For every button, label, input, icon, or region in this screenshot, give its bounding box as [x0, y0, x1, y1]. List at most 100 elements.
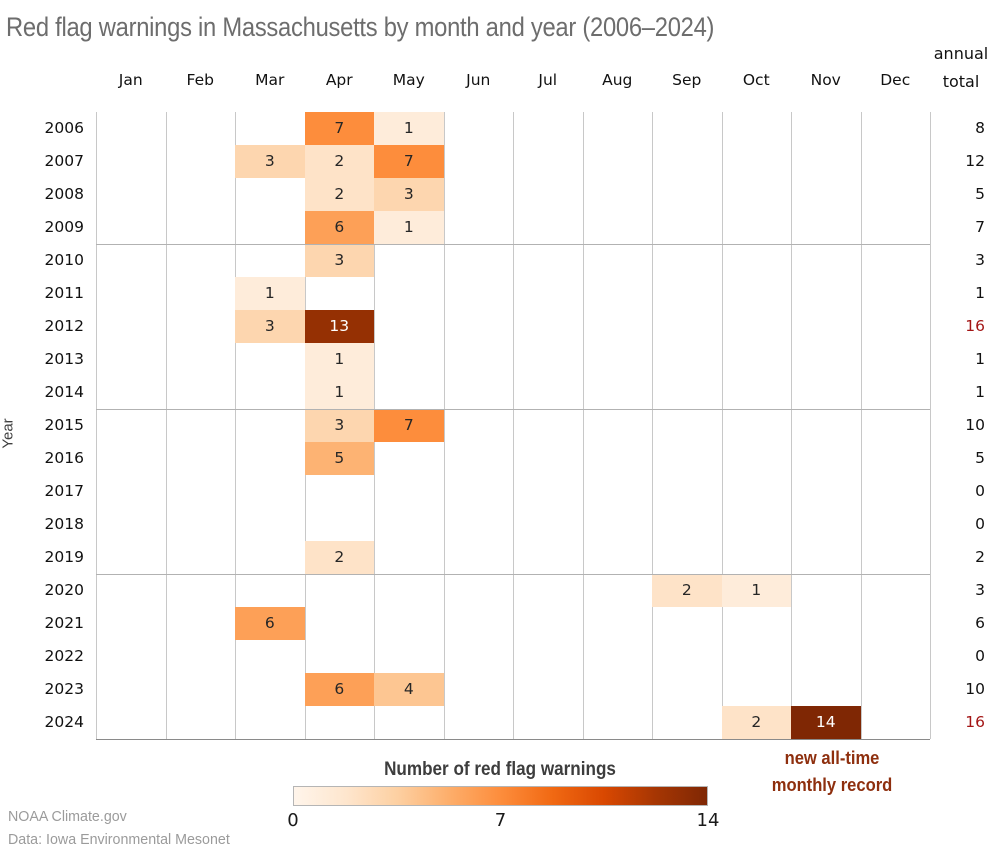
- annual-total-value: 3: [975, 251, 985, 269]
- gridline-vertical: [443, 112, 445, 739]
- year-label: 2017: [44, 482, 84, 500]
- gridline-vertical: [165, 112, 167, 739]
- month-header-label: Mar: [255, 71, 285, 89]
- year-group-separator: [96, 409, 930, 410]
- annual-total-value: 0: [975, 647, 985, 665]
- annual-total-value: 1: [975, 383, 985, 401]
- heatmap-cell-2015-may: 7: [374, 409, 444, 442]
- month-header-label: Jul: [538, 71, 558, 89]
- heatmap-cell-2010-apr: 3: [304, 244, 374, 277]
- year-label: 2011: [44, 284, 84, 302]
- heatmap-cell-2008-may: 3: [374, 178, 444, 211]
- heatmap-cell-2006-apr: 7: [304, 112, 374, 145]
- gridline-vertical: [513, 112, 514, 739]
- year-group-separator: [96, 574, 930, 575]
- annual-total-value: 3: [975, 581, 985, 599]
- month-header-label: May: [392, 71, 425, 89]
- month-header-label: Sep: [672, 71, 702, 89]
- annual-total-value: 16: [965, 713, 985, 731]
- year-label: 2015: [44, 416, 84, 434]
- chart-title: Red flag warnings in Massachusetts by mo…: [6, 12, 715, 42]
- year-label: 2013: [44, 350, 84, 368]
- gridline-vertical: [791, 112, 792, 739]
- heatmap-cell-2023-apr: 6: [304, 673, 374, 706]
- heatmap-cell-2011-mar: 1: [235, 277, 305, 310]
- heatmap-cell-2024-nov: 14: [791, 706, 861, 739]
- annual-total-value: 5: [975, 185, 985, 203]
- annual-total-value: 6: [975, 614, 985, 632]
- year-label: 2020: [44, 581, 84, 599]
- record-annotation-line2: monthly record: [771, 775, 893, 795]
- month-header-label: Jan: [118, 71, 143, 89]
- gridline-vertical: [860, 112, 862, 739]
- annual-total-value: 12: [965, 152, 985, 170]
- heatmap-cell-2007-mar: 3: [235, 145, 305, 178]
- legend-gradient-bar: [293, 786, 708, 806]
- month-header-label: Jun: [466, 71, 491, 89]
- year-label: 2010: [44, 251, 84, 269]
- heatmap-cell-2021-mar: 6: [235, 607, 305, 640]
- month-header-label: Nov: [810, 71, 841, 89]
- gridline-vertical: [652, 112, 653, 739]
- heatmap-cell-2012-apr: 13: [304, 310, 374, 343]
- year-label: 2024: [44, 713, 84, 731]
- annual-total-value: 5: [975, 449, 985, 467]
- heatmap-cell-2024-oct: 2: [721, 706, 791, 739]
- annual-total-header: annual total: [922, 40, 1000, 96]
- record-annotation: new all-time monthly record: [731, 745, 933, 799]
- month-header-label: Apr: [325, 71, 353, 89]
- annual-total-header-line2: total: [942, 72, 980, 91]
- year-label: 2021: [44, 614, 84, 632]
- year-label: 2007: [44, 152, 84, 170]
- annual-total-value: 10: [965, 416, 985, 434]
- heatmap-cell-2012-mar: 3: [235, 310, 305, 343]
- month-header-label: Oct: [742, 71, 770, 89]
- year-label: 2016: [44, 449, 84, 467]
- gridline-vertical: [721, 112, 723, 739]
- legend-title: Number of red flag warnings: [384, 759, 616, 780]
- x-axis-bottom-line: [96, 739, 930, 740]
- annual-total-value: 0: [975, 515, 985, 533]
- year-label: 2018: [44, 515, 84, 533]
- annual-total-value: 2: [975, 548, 985, 566]
- annual-total-value: 1: [975, 350, 985, 368]
- source-credit: NOAA Climate.gov: [8, 808, 127, 825]
- heatmap-cell-2007-apr: 2: [304, 145, 374, 178]
- year-label: 2009: [44, 218, 84, 236]
- year-label: 2022: [44, 647, 84, 665]
- year-label: 2006: [44, 119, 84, 137]
- year-label: 2012: [44, 317, 84, 335]
- gridline-vertical: [96, 112, 97, 739]
- data-credit: Data: Iowa Environmental Mesonet: [8, 831, 230, 848]
- month-header-label: Feb: [186, 71, 214, 89]
- heatmap-cell-2023-may: 4: [374, 673, 444, 706]
- heatmap-cell-2014-apr: 1: [304, 376, 374, 409]
- heatmap-cell-2019-apr: 2: [304, 541, 374, 574]
- legend-tick-label: 0: [287, 810, 299, 831]
- month-header-label: Dec: [880, 71, 911, 89]
- legend-tick-label: 7: [494, 810, 507, 831]
- gridline-vertical: [235, 112, 236, 739]
- annual-total-value: 8: [975, 119, 985, 137]
- heatmap-cell-2016-apr: 5: [304, 442, 374, 475]
- annual-total-value: 0: [975, 482, 985, 500]
- annual-total-value: 7: [975, 218, 985, 236]
- year-label: 2008: [44, 185, 84, 203]
- month-header-label: Aug: [602, 71, 633, 89]
- heatmap-cell-2007-may: 7: [374, 145, 444, 178]
- heatmap-cell-2020-sep: 2: [652, 574, 722, 607]
- heatmap-cell-2009-apr: 6: [304, 211, 374, 244]
- year-group-separator: [96, 244, 930, 245]
- heatmap-cell-2020-oct: 1: [721, 574, 791, 607]
- heatmap-cell-2006-may: 1: [374, 112, 444, 145]
- annual-total-value: 10: [965, 680, 985, 698]
- year-label: 2023: [44, 680, 84, 698]
- gridline-vertical: [930, 112, 931, 739]
- heatmap-cell-2015-apr: 3: [304, 409, 374, 442]
- year-label: 2019: [44, 548, 84, 566]
- heatmap-cell-2009-may: 1: [374, 211, 444, 244]
- record-annotation-line1: new all-time: [784, 748, 880, 768]
- heatmap-cell-2013-apr: 1: [304, 343, 374, 376]
- annual-total-value: 16: [965, 317, 985, 335]
